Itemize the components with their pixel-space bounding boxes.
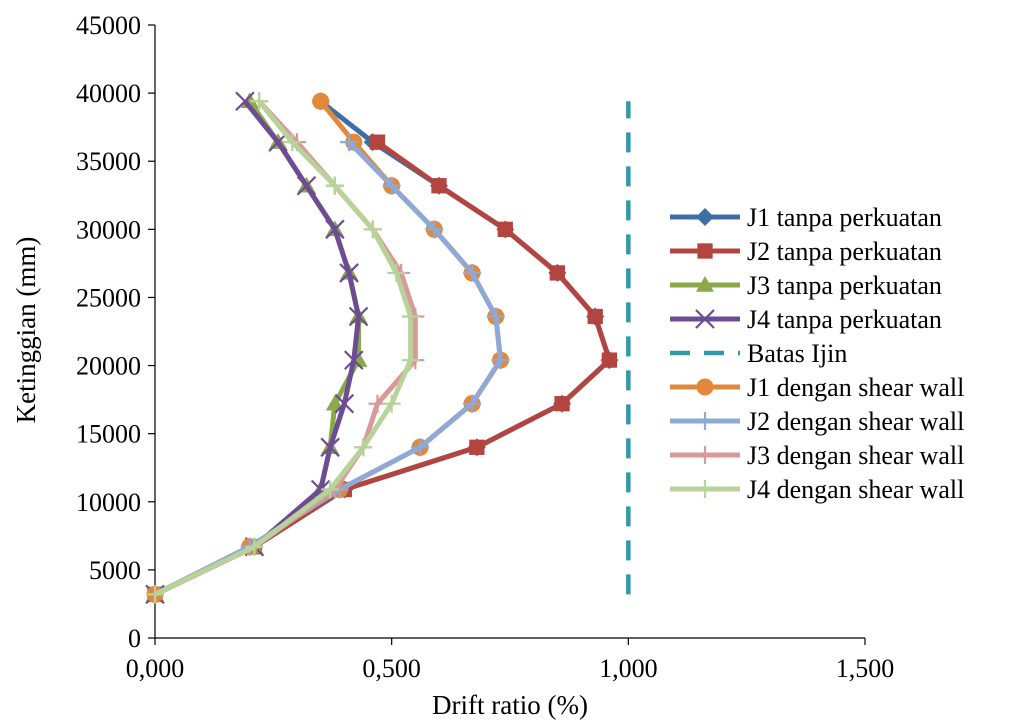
legend-label: Batas Ijin [747, 339, 847, 368]
legend-label: J1 dengan shear wall [747, 373, 964, 402]
data-point [348, 306, 369, 327]
series-layer [145, 91, 631, 605]
y-tick-label: 35000 [76, 147, 141, 176]
series-line [153, 140, 504, 597]
data-point [469, 439, 485, 455]
series-line [153, 140, 612, 597]
data-point [554, 396, 570, 412]
legend-label: J4 dengan shear wall [747, 475, 964, 504]
data-point [587, 308, 603, 325]
legend-entry: Batas Ijin [670, 339, 847, 368]
data-point [146, 585, 164, 604]
data-point [363, 220, 382, 239]
y-tick-label: 20000 [76, 352, 141, 381]
legend-label: J3 tanpa perkuatan [747, 271, 942, 300]
data-point [463, 263, 482, 282]
data-point [697, 243, 713, 259]
series-line [153, 99, 414, 597]
legend-label: J4 tanpa perkuatan [747, 305, 942, 334]
series-j4-tanpa-perkuatan [145, 91, 369, 605]
data-point [334, 393, 355, 414]
data-point [320, 437, 340, 458]
legend-label: J2 dengan shear wall [747, 407, 964, 436]
data-point [325, 394, 344, 411]
data-point [344, 350, 364, 370]
data-point [696, 412, 714, 430]
data-point [325, 176, 344, 195]
series-line [153, 99, 362, 597]
series-j2-tanpa-perkuatan [147, 134, 618, 603]
y-tick-label: 45000 [76, 11, 141, 40]
data-point [296, 175, 317, 196]
legend-entry: J4 tanpa perkuatan [670, 305, 942, 334]
series-j4-dengan-shear-wall [146, 92, 420, 604]
data-point [354, 438, 373, 457]
legend-label: J2 tanpa perkuatan [747, 237, 942, 266]
data-point [696, 208, 714, 226]
x-axis-title: Drift ratio (%) [432, 690, 588, 720]
legend-entry: J2 tanpa perkuatan [670, 237, 942, 266]
legend-entry: J4 dengan shear wall [670, 475, 964, 504]
legend-label: J1 tanpa perkuatan [747, 203, 942, 232]
y-tick-label: 25000 [76, 283, 141, 312]
y-tick-label: 10000 [76, 488, 141, 517]
data-point [696, 446, 714, 464]
data-point [411, 438, 430, 457]
data-point [268, 132, 288, 152]
data-point [283, 133, 302, 152]
data-point [387, 263, 406, 282]
data-point [325, 219, 345, 240]
y-tick-label: 0 [128, 624, 141, 653]
data-point [245, 537, 264, 556]
data-point [497, 221, 513, 237]
data-point [486, 307, 505, 326]
legend-entry: J1 tanpa perkuatan [670, 203, 942, 232]
series-j3-dengan-shear-wall [146, 92, 425, 604]
data-point [250, 92, 269, 111]
y-tick-label: 5000 [89, 556, 141, 585]
data-point [339, 263, 359, 283]
x-tick-label: 1,500 [836, 654, 895, 683]
data-point [382, 176, 401, 195]
series-j2-dengan-shear-wall [146, 133, 510, 604]
axes: 0 5000 10000 15000 20000 25000 30000 35000 40000… [76, 11, 894, 683]
y-axis-title: Ketinggian (mm) [11, 237, 41, 424]
data-point [425, 220, 444, 239]
data-point [696, 276, 714, 292]
legend-entry: J3 tanpa perkuatan [670, 271, 942, 300]
series-j1-dengan-shear-wall [146, 92, 510, 603]
legend: J1 tanpa perkuatan J2 tanpa perkuatan J3 t… [670, 203, 964, 504]
data-point [696, 378, 714, 396]
x-tick-label: 1,000 [599, 654, 658, 683]
data-point [321, 480, 340, 499]
data-point [401, 307, 420, 326]
data-point [340, 133, 359, 152]
data-point [601, 352, 618, 368]
x-tick-label: 0,500 [362, 654, 421, 683]
data-point [695, 309, 715, 329]
data-point [235, 91, 255, 112]
data-point [369, 134, 386, 150]
y-tick-label: 30000 [76, 215, 141, 244]
data-point [431, 178, 447, 194]
legend-entry: J2 dengan shear wall [670, 407, 964, 436]
x-tick-label: 0,000 [126, 654, 185, 683]
data-point [382, 394, 401, 413]
data-point [401, 351, 420, 370]
data-point [696, 480, 714, 498]
data-point [549, 265, 565, 281]
series-j1-tanpa-perkuatan [146, 92, 619, 604]
legend-entry: J1 dengan shear wall [670, 373, 964, 402]
data-point [463, 394, 482, 413]
data-point [491, 351, 510, 370]
y-tick-label: 15000 [76, 420, 141, 449]
legend-entry: J3 dengan shear wall [670, 441, 964, 470]
legend-label: J3 dengan shear wall [747, 441, 964, 470]
data-point [312, 92, 330, 110]
series-j3-tanpa-perkuatan [146, 92, 368, 602]
y-tick-label: 40000 [76, 79, 141, 108]
